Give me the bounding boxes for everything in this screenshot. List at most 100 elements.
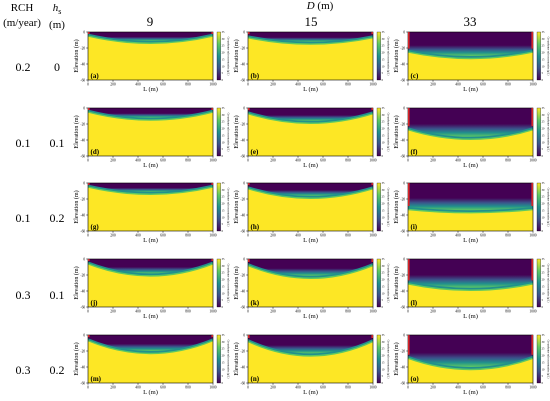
colorbar-tick-label: 20 — [542, 279, 545, 282]
x-tick-label: 600 — [160, 310, 166, 314]
x-tick-label: 800 — [185, 159, 191, 163]
hs-header-label: hs — [44, 2, 70, 18]
x-tick-label: 800 — [505, 159, 511, 163]
x-axis-label: L (m) — [463, 237, 478, 244]
colorbar-tick-label: 5 — [542, 148, 544, 151]
colorbar-label: Groundwater salt concentration (g/L) — [387, 37, 390, 76]
colorbar-tick-label: 10 — [382, 141, 385, 144]
panel-field — [248, 183, 373, 231]
colorbar — [216, 258, 221, 308]
y-tick-label: -20 — [400, 349, 405, 353]
y-tick-label: -40 — [80, 62, 85, 66]
x-tick-label: 200 — [430, 310, 436, 314]
colorbar-tick-label: 25 — [222, 121, 225, 124]
d-header: D (m) — [290, 0, 350, 12]
colorbar-tick-label: 5 — [222, 148, 224, 151]
panel-label: (c) — [411, 72, 419, 80]
x-tick-label: 200 — [270, 386, 276, 390]
colorbar-tick-label: 20 — [382, 279, 385, 282]
colorbar-tick-label: 20 — [382, 128, 385, 131]
x-tick-label: 800 — [345, 386, 351, 390]
freshwater-lens — [248, 183, 373, 196]
colorbar-tick-label: 10 — [222, 141, 225, 144]
colorbar-tick-label: 30 — [222, 189, 225, 192]
panel-field — [248, 32, 373, 80]
x-tick-label: 400 — [295, 234, 301, 238]
colorbar-tick-label: 5 — [222, 72, 224, 75]
colorbar-tick-label: 35 — [382, 182, 385, 185]
colorbar-tick-label: 30 — [382, 341, 385, 344]
y-axis-label: Elevation (m) — [73, 266, 80, 299]
panel-label: (l) — [411, 299, 418, 307]
x-tick-label: 1000 — [369, 386, 376, 390]
colorbar-tick-label: 30 — [382, 38, 385, 41]
y-tick-label: 0 — [403, 181, 405, 185]
x-tick-label: 400 — [135, 386, 141, 390]
freshwater-lens — [248, 108, 373, 121]
colorbar-tick-label: 10 — [222, 65, 225, 68]
colorbar-tick-label: 5 — [382, 72, 384, 75]
y-tick-label: -40 — [400, 138, 405, 142]
d-symbol: D — [306, 0, 315, 12]
colorbar-label: Groundwater salt concentration (g/L) — [547, 264, 550, 303]
colorbar — [536, 182, 541, 232]
y-tick-label: 0 — [243, 106, 245, 110]
x-tick-label: 400 — [455, 159, 461, 163]
y-tick-label: -40 — [400, 365, 405, 369]
y-tick-label: -20 — [240, 197, 245, 201]
colorbar-tick-label: 35 — [222, 258, 225, 261]
x-tick-label: 600 — [480, 159, 486, 163]
y-tick-label: -60 — [80, 305, 85, 309]
y-axis-label: Elevation (m) — [393, 266, 400, 299]
colorbar-tick-label: 10 — [542, 292, 545, 295]
y-tick-label: -20 — [240, 273, 245, 277]
x-tick-label: 600 — [160, 234, 166, 238]
d-value-col-2: 15 — [304, 14, 318, 29]
panel-label: (g) — [91, 223, 100, 231]
x-tick-label: 1000 — [529, 386, 536, 390]
y-tick-label: -20 — [80, 349, 85, 353]
x-tick-label: 200 — [110, 234, 116, 238]
x-axis-label: L (m) — [463, 86, 478, 93]
colorbar-tick-label: 20 — [542, 52, 545, 55]
x-tick-label: 1000 — [529, 159, 536, 163]
colorbar-tick-label: 10 — [222, 368, 225, 371]
colorbar-tick-label: 25 — [222, 45, 225, 48]
x-tick-label: 0 — [87, 310, 89, 314]
y-tick-label: 0 — [243, 181, 245, 185]
colorbar-tick-label: 15 — [382, 134, 385, 137]
colorbar-tick-label: 25 — [382, 272, 385, 275]
colorbar-tick-label: 35 — [222, 107, 225, 110]
freshwater-lens — [248, 32, 373, 42]
x-tick-label: 400 — [455, 234, 461, 238]
colorbar-tick-label: 30 — [542, 341, 545, 344]
panel-field — [408, 259, 533, 307]
y-axis-label: Elevation (m) — [73, 342, 80, 375]
x-tick-label: 0 — [407, 310, 409, 314]
colorbar-label: Groundwater salt concentration (g/L) — [227, 340, 230, 379]
y-tick-label: -60 — [80, 154, 85, 158]
x-tick-label: 0 — [87, 83, 89, 87]
x-tick-label: 800 — [505, 234, 511, 238]
colorbar-tick-label: 0 — [222, 79, 224, 82]
hs-symbol: h — [52, 2, 59, 14]
panel-label: (e) — [251, 148, 259, 156]
x-tick-label: 400 — [295, 83, 301, 87]
x-tick-label: 600 — [480, 310, 486, 314]
x-tick-label: 200 — [270, 159, 276, 163]
colorbar-tick-label: 20 — [542, 203, 545, 206]
y-axis-label: Elevation (m) — [233, 266, 240, 299]
x-tick-label: 600 — [320, 83, 326, 87]
y-tick-label: -60 — [400, 305, 405, 309]
y-axis-label: Elevation (m) — [73, 190, 80, 223]
colorbar-tick-label: 20 — [222, 355, 225, 358]
y-tick-label: -60 — [400, 154, 405, 158]
panel-label: (j) — [91, 299, 99, 307]
row-2-hs: 0.1 — [49, 136, 65, 150]
colorbar-tick-label: 5 — [542, 223, 544, 226]
y-tick-label: -60 — [400, 229, 405, 233]
colorbar-tick-label: 35 — [222, 182, 225, 185]
colorbar-tick-label: 35 — [382, 31, 385, 34]
